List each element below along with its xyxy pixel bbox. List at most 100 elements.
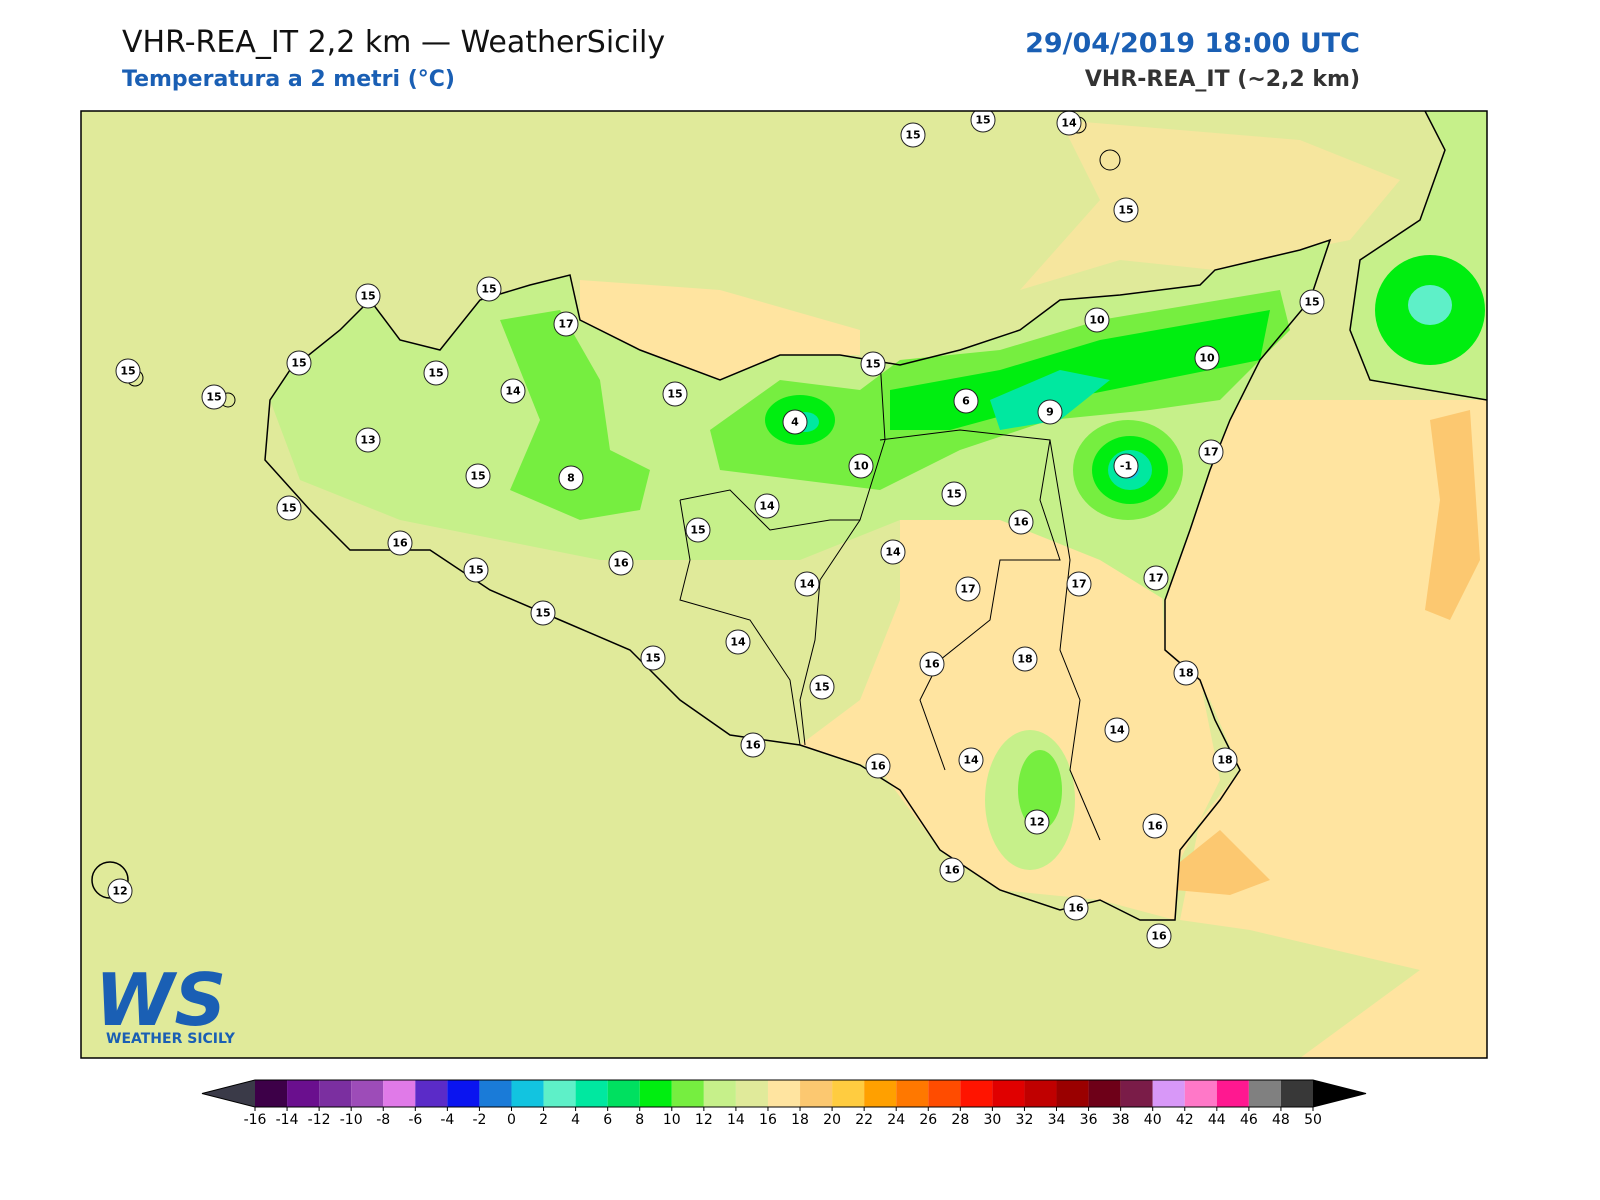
station-value: 15: [975, 114, 990, 127]
station-marker: [1212, 747, 1238, 773]
datetime: 29/04/2019 18:00 UTC: [1025, 28, 1360, 59]
station-marker: [1113, 197, 1139, 223]
station-marker: [1063, 895, 1089, 921]
colorbar-bin: [607, 1080, 640, 1107]
colorbar-tick-label: -14: [276, 1112, 299, 1128]
warm-sea: [1165, 400, 1487, 1058]
colorbar-tick-label: 38: [1112, 1112, 1130, 1128]
station-value: 15: [667, 388, 682, 401]
station-marker: [355, 283, 381, 309]
colorbar-tick-label: 26: [919, 1112, 937, 1128]
station-marker: [463, 557, 489, 583]
station-marker: [1113, 453, 1139, 479]
station-value: 15: [281, 502, 296, 515]
station-marker: [107, 878, 133, 904]
station-value: 17: [1071, 578, 1086, 591]
colorbar-tick-label: 8: [635, 1112, 644, 1128]
colorbar-bin: [1024, 1080, 1057, 1107]
station-marker: [1008, 509, 1034, 535]
colorbar-bin: [960, 1080, 993, 1107]
cool-area: [890, 310, 1270, 430]
station-marker: [553, 311, 579, 337]
station-marker: [115, 358, 141, 384]
station-value: 15: [1118, 204, 1133, 217]
colorbar: -16 -14 -12 -10 -8 -6 -4 -2 0 2 4 6 8 10 12 14 16 18 20 22 2…: [201, 1079, 1367, 1128]
station-marker: [794, 571, 820, 597]
station-value: 15: [291, 357, 306, 370]
colorbar-bin: [703, 1080, 736, 1107]
colorbar-tick-label: 2: [539, 1112, 548, 1128]
island: [1099, 149, 1121, 171]
colorbar-tick-label: -16: [244, 1112, 267, 1128]
station-marker: [387, 530, 413, 556]
station-value: 18: [1217, 754, 1232, 767]
station-marker: [860, 351, 886, 377]
station-marker: [1037, 399, 1063, 425]
station-value: 14: [1061, 117, 1077, 130]
station-marker: [1173, 660, 1199, 686]
station-value: 14: [1109, 724, 1125, 737]
colorbar-tick-label: 30: [983, 1112, 1001, 1128]
station-marker: [1104, 717, 1130, 743]
logo-name: WEATHER SICILY: [106, 1031, 236, 1047]
station-marker: [1066, 571, 1092, 597]
station-value: 14: [730, 636, 746, 649]
warm-area: [1020, 120, 1400, 290]
station-marker: [276, 495, 302, 521]
station-value: 16: [870, 760, 886, 773]
station-marker: [939, 857, 965, 883]
station-value: 15: [1304, 296, 1319, 309]
station-marker: [958, 747, 984, 773]
map-frame: [80, 110, 1488, 1059]
colorbar-over: [1313, 1080, 1366, 1107]
colorbar-tick-label: 48: [1272, 1112, 1290, 1128]
colorbar-tick-label: 4: [571, 1112, 580, 1128]
station-value: 16: [924, 658, 940, 671]
station-marker: [900, 122, 926, 148]
colorbar-tick-label: 34: [1048, 1112, 1066, 1128]
station-marker: [530, 600, 556, 626]
colorbar-tick-label: 46: [1240, 1112, 1258, 1128]
station-value: 10: [1089, 314, 1105, 327]
station-marker: [1012, 646, 1038, 672]
colorbar-tick-label: 40: [1144, 1112, 1162, 1128]
station-value: 15: [865, 358, 880, 371]
station-marker: [919, 651, 945, 677]
station-marker: [423, 360, 449, 386]
colorbar-tick-label: 10: [663, 1112, 681, 1128]
colorbar-tick-label: 50: [1304, 1112, 1322, 1128]
station-marker: [465, 463, 491, 489]
colorbar-bin: [351, 1080, 384, 1107]
station-value: 16: [392, 537, 408, 550]
station-marker: [848, 453, 874, 479]
station-marker: [880, 539, 906, 565]
colorbar-bin: [767, 1080, 801, 1107]
colorbar-under: [202, 1080, 255, 1107]
station-value: 16: [745, 739, 761, 752]
station-value: 15: [428, 367, 443, 380]
station-value: 16: [1013, 516, 1029, 529]
station-value: 16: [944, 864, 960, 877]
warm-area: [800, 480, 1220, 920]
colorbar-bin: [639, 1080, 672, 1107]
station-value: 16: [1147, 820, 1163, 833]
station-marker: [953, 388, 979, 414]
stations: 15 15 14 15 15 15 17 15 15 15 15 15 14 15 15 10 10 6 9 4 13 -…: [107, 111, 1325, 949]
colorbar-tick-label: 0: [507, 1112, 516, 1128]
colorbar-bin: [800, 1080, 833, 1107]
colorbar-bin: [383, 1080, 416, 1107]
colorbar-tick-label: 16: [759, 1112, 777, 1128]
station-value: 18: [1017, 653, 1032, 666]
station-value: 10: [853, 460, 869, 473]
colorbar-tick-label: -6: [408, 1112, 422, 1128]
station-marker: [865, 753, 891, 779]
station-marker: [558, 465, 584, 491]
station-marker: [1142, 813, 1168, 839]
station-value: 15: [814, 681, 829, 694]
province-border: [679, 359, 1101, 841]
station-marker: [970, 111, 996, 133]
colorbar-bin: [287, 1080, 320, 1107]
station-marker: [640, 645, 666, 671]
colorbar-tick-label: -10: [340, 1112, 363, 1128]
